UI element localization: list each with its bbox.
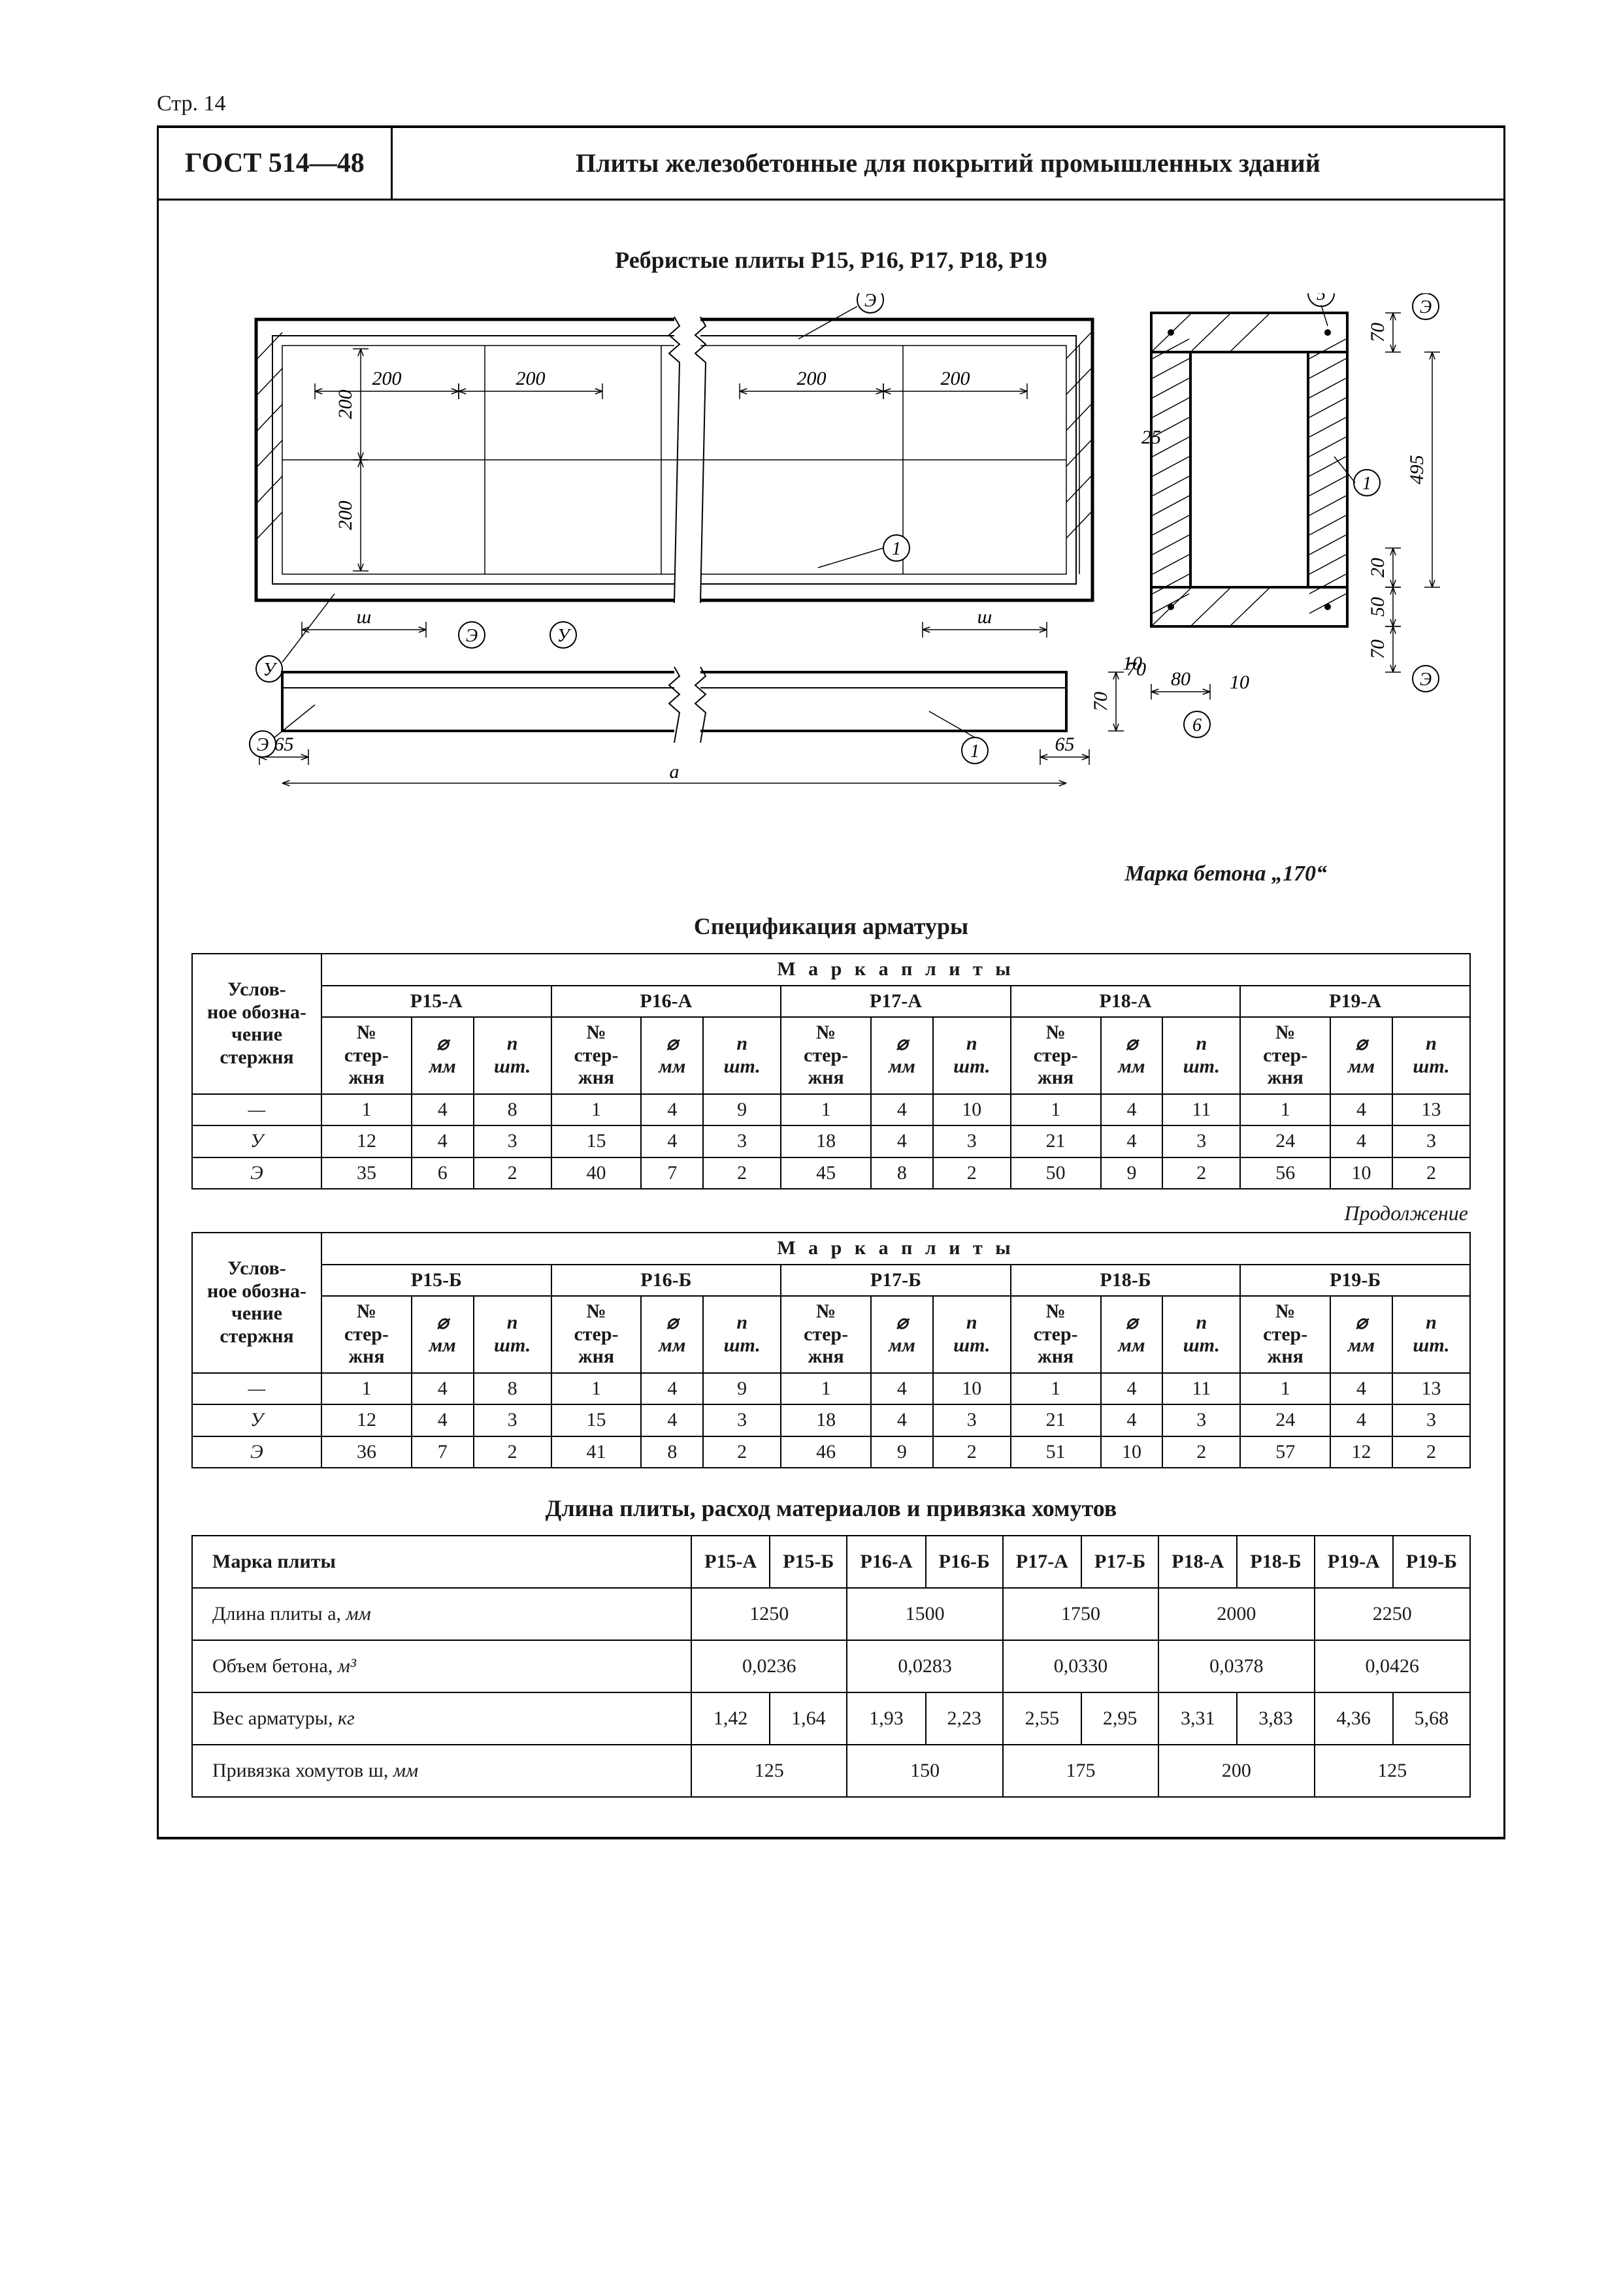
concrete-grade-note: Марка бетона „170“ bbox=[191, 862, 1471, 886]
spec-table-a: Услов-ное обозна-чение стержняМ а р к а … bbox=[191, 953, 1471, 1189]
svg-text:200: 200 bbox=[516, 368, 546, 389]
content-frame: ГОСТ 514—48 Плиты железобетонные для пок… bbox=[157, 125, 1505, 1839]
svg-text:65: 65 bbox=[274, 734, 294, 755]
svg-text:а: а bbox=[670, 761, 680, 783]
svg-text:200: 200 bbox=[335, 501, 356, 530]
document-title: Плиты железобетонные для покрытий промыш… bbox=[393, 128, 1503, 199]
svg-text:У: У bbox=[557, 626, 572, 646]
spec-table-b: Услов-ное обозна-чение стержняМ а р к а … bbox=[191, 1232, 1471, 1468]
svg-text:200: 200 bbox=[797, 368, 827, 389]
svg-text:200: 200 bbox=[335, 390, 356, 419]
svg-text:1: 1 bbox=[970, 741, 979, 762]
header-bar: ГОСТ 514—48 Плиты железобетонные для пок… bbox=[159, 128, 1503, 201]
svg-text:495: 495 bbox=[1406, 455, 1428, 485]
svg-text:200: 200 bbox=[941, 368, 970, 389]
svg-text:50: 50 bbox=[1367, 597, 1388, 617]
svg-text:70: 70 bbox=[1126, 658, 1146, 680]
svg-text:Э: Э bbox=[1420, 297, 1432, 317]
svg-text:70: 70 bbox=[1367, 639, 1388, 659]
svg-text:Э: Э bbox=[864, 293, 876, 311]
svg-text:25: 25 bbox=[1141, 427, 1161, 448]
materials-section-title: Длина плиты, расход материалов и привязк… bbox=[191, 1495, 1471, 1522]
svg-text:У: У bbox=[263, 660, 278, 680]
svg-text:Э: Э bbox=[1420, 670, 1432, 690]
svg-text:Э: Э bbox=[257, 735, 269, 755]
svg-text:6: 6 bbox=[1192, 715, 1202, 736]
svg-text:80: 80 bbox=[1171, 668, 1190, 690]
page-number: Стр. 14 bbox=[157, 91, 1505, 116]
svg-text:5: 5 bbox=[1317, 293, 1326, 304]
plate-subtitle: Ребристые плиты Р15, Р16, Р17, Р18, Р19 bbox=[191, 246, 1471, 274]
svg-text:200: 200 bbox=[372, 368, 402, 389]
inner-content: Ребристые плиты Р15, Р16, Р17, Р18, Р19 … bbox=[159, 201, 1503, 1798]
svg-text:ш: ш bbox=[977, 606, 992, 628]
continuation-label: Продолжение bbox=[191, 1201, 1468, 1225]
page: Стр. 14 ГОСТ 514—48 Плиты железобетонные… bbox=[0, 0, 1623, 2296]
svg-text:ш: ш bbox=[357, 606, 372, 628]
materials-table: Марка плитыР15-АР15-БР16-АР16-БР17-АР17-… bbox=[191, 1535, 1471, 1798]
spec-section-title: Спецификация арматуры bbox=[191, 913, 1471, 940]
plate-diagram: 200200200200200200Э1шшЭУУ6565а7010Э17049… bbox=[217, 293, 1445, 855]
svg-text:1: 1 bbox=[1362, 474, 1371, 494]
svg-text:65: 65 bbox=[1055, 734, 1075, 755]
svg-text:1: 1 bbox=[892, 539, 901, 559]
svg-text:70: 70 bbox=[1367, 323, 1388, 342]
standard-code: ГОСТ 514—48 bbox=[159, 128, 393, 199]
svg-text:70: 70 bbox=[1090, 692, 1111, 711]
svg-text:Э: Э bbox=[466, 626, 478, 646]
svg-text:10: 10 bbox=[1230, 671, 1249, 693]
svg-text:20: 20 bbox=[1367, 558, 1388, 577]
